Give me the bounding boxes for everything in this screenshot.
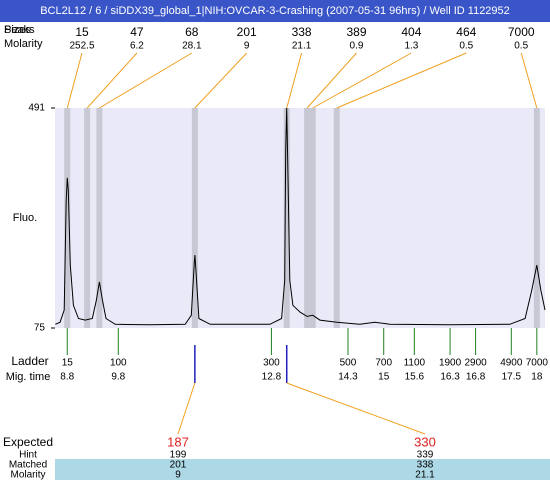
- peak-molarity: 252.5: [69, 41, 94, 52]
- expected-value: 187: [167, 434, 189, 449]
- ladder-size: 500: [340, 358, 357, 369]
- matched-value: 201: [170, 460, 187, 471]
- peak-band: [309, 108, 316, 328]
- peak-connector: [336, 52, 467, 109]
- peak-band: [333, 108, 340, 328]
- peak-molarity: 9: [244, 41, 250, 52]
- matched-row: [55, 459, 550, 469]
- ladder-label: Ladder: [11, 354, 48, 368]
- peak-connector: [66, 52, 83, 109]
- ladder-size: 100: [110, 358, 127, 369]
- peak-connector: [520, 52, 538, 109]
- peak-molarity: 1.3: [404, 41, 418, 52]
- expected-connector: [286, 382, 426, 435]
- exp-molarity-label: Molarity: [10, 470, 45, 480]
- peak-connector: [312, 52, 412, 109]
- molarity-label: Molarity: [4, 38, 43, 50]
- peak-size: 68: [185, 25, 199, 39]
- peak-connector: [194, 52, 248, 109]
- peak-band: [64, 108, 71, 328]
- peak-molarity: 0.5: [514, 41, 528, 52]
- ladder-size: 1100: [404, 358, 426, 369]
- peak-band: [304, 108, 311, 328]
- ladder-size: 4900: [500, 358, 523, 369]
- peak-molarity: 28.1: [182, 41, 202, 52]
- ladder-size: 300: [263, 358, 280, 369]
- peak-connector: [86, 52, 138, 109]
- peak-band: [283, 108, 290, 328]
- peak-connector: [286, 52, 303, 109]
- expected-label: Expected: [3, 435, 53, 449]
- peak-molarity: 6.2: [130, 41, 144, 52]
- mig-time: 12.8: [262, 372, 282, 383]
- mig-time: 16.3: [440, 372, 460, 383]
- peak-molarity: 0.9: [350, 41, 364, 52]
- peak-size: 15: [75, 25, 89, 39]
- ladder-size: 700: [375, 358, 392, 369]
- ladder-size: 15: [62, 358, 74, 369]
- ladder-size: 2900: [464, 358, 487, 369]
- y-tick-label: 491: [28, 103, 45, 114]
- peak-connector: [306, 52, 357, 109]
- chart-title: BCL2L12 / 6 / siDDX39_global_1|NIH:OVCAR…: [40, 5, 510, 17]
- hint-value: 199: [170, 450, 187, 461]
- mig-time: 15: [378, 372, 390, 383]
- y-tick-label: 75: [34, 323, 46, 334]
- peak-size: 201: [237, 25, 257, 39]
- mig-time-label: Mig. time: [6, 371, 51, 383]
- mig-time: 15.6: [405, 372, 425, 383]
- mig-time: 14.3: [338, 372, 358, 383]
- hint-value: 339: [417, 450, 434, 461]
- expected-value: 330: [414, 434, 436, 449]
- ladder-size: 7000: [526, 358, 549, 369]
- ladder-size: 1900: [439, 358, 462, 369]
- peak-connector: [99, 52, 193, 109]
- trace: [55, 107, 546, 326]
- expected-connector: [177, 382, 196, 435]
- peak-size: 7000: [508, 25, 535, 39]
- title-bar: [0, 0, 550, 22]
- peak-size: 464: [456, 25, 476, 39]
- peaks-label: Peaks: [4, 24, 35, 36]
- molarity-value: 21.1: [415, 470, 435, 480]
- peak-size: 389: [346, 25, 366, 39]
- peak-molarity: 21.1: [292, 41, 312, 52]
- peak-size: 47: [130, 25, 144, 39]
- matched-label: Matched: [9, 460, 47, 471]
- hint-label: Hint: [19, 450, 37, 461]
- plot-area: [55, 108, 545, 328]
- molarity-row: [55, 469, 550, 480]
- peak-size: 338: [292, 25, 312, 39]
- peak-size: 404: [401, 25, 421, 39]
- molarity-value: 9: [175, 470, 181, 480]
- mig-time: 9.8: [111, 372, 125, 383]
- matched-value: 338: [417, 460, 434, 471]
- mig-time: 8.8: [60, 372, 74, 383]
- mig-time: 18: [531, 372, 543, 383]
- y-axis-label: Fluo.: [13, 212, 37, 224]
- mig-time: 17.5: [502, 372, 522, 383]
- peak-band: [84, 108, 91, 328]
- mig-time: 16.8: [466, 372, 486, 383]
- peak-molarity: 0.5: [459, 41, 473, 52]
- peak-band: [96, 108, 103, 328]
- peak-band: [533, 108, 540, 328]
- peak-band: [191, 108, 198, 328]
- sizes-label: Sizes: [4, 24, 31, 36]
